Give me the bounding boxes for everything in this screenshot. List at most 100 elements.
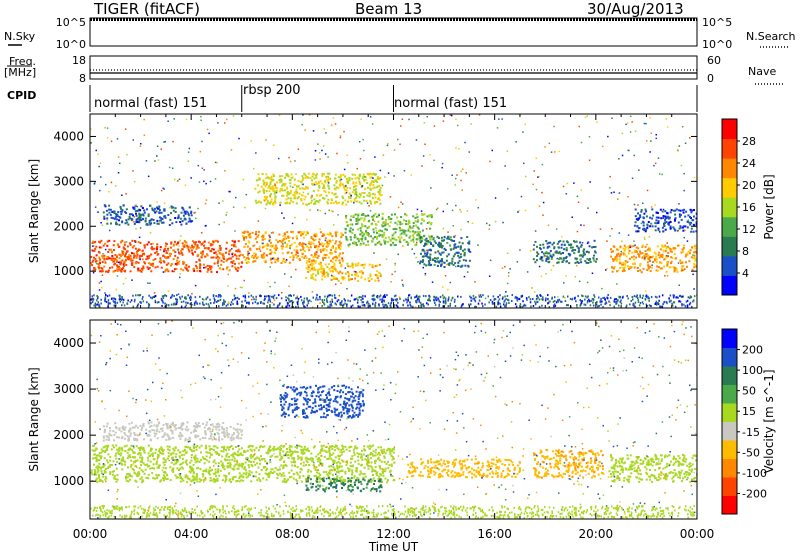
power-ground-cell <box>671 302 673 305</box>
power-ground-cell <box>187 294 189 297</box>
power-noise-cell <box>577 201 580 203</box>
power-cell <box>583 248 586 251</box>
power-cell <box>331 269 334 272</box>
power-cell <box>319 261 322 264</box>
power-ground-cell <box>331 300 334 303</box>
power-cell <box>381 234 384 237</box>
power-cell <box>173 240 176 243</box>
power-cell <box>418 235 421 238</box>
power-ground-cell <box>356 301 359 304</box>
power-cell <box>655 269 658 272</box>
power-cell <box>659 248 662 251</box>
power-noise-cell <box>104 292 106 294</box>
power-noise-cell <box>116 275 119 277</box>
power-cell <box>689 249 692 252</box>
power-cell <box>619 245 622 248</box>
power-cell <box>405 223 407 226</box>
power-ground-cell <box>646 304 649 307</box>
power-noise-cell <box>94 206 97 208</box>
velocity-cell <box>105 459 108 462</box>
power-cell <box>106 270 109 273</box>
velocity-cell <box>330 457 333 460</box>
velocity-cell <box>139 456 142 459</box>
power-cell <box>209 244 212 247</box>
power-cell <box>308 240 311 243</box>
power-noise-cell <box>278 114 281 117</box>
power-cell <box>263 255 266 258</box>
power-ground-cell <box>433 299 436 302</box>
power-cell <box>443 266 446 268</box>
power-noise-cell <box>531 287 533 289</box>
velocity-cell <box>102 465 105 468</box>
power-ground-cell <box>154 301 157 304</box>
power-cell <box>426 253 428 256</box>
power-cell <box>623 266 626 269</box>
power-cell <box>193 245 196 248</box>
power-cell <box>312 267 315 270</box>
power-cell <box>125 208 128 211</box>
power-noise-cell <box>228 302 230 304</box>
power-noise-cell <box>644 295 647 297</box>
power-cell <box>656 222 659 225</box>
power-cell <box>119 206 122 209</box>
power-cell <box>684 255 687 258</box>
velocity-cell <box>280 455 283 458</box>
power-cell <box>355 191 358 194</box>
power-ground-cell <box>323 299 326 302</box>
power-cell <box>174 268 176 271</box>
power-cell <box>346 262 349 265</box>
power-cell <box>376 178 379 180</box>
power-cell <box>419 241 422 244</box>
power-noise-cell <box>401 228 403 230</box>
velocity-cell <box>180 466 183 469</box>
power-cell <box>178 252 181 255</box>
power-cell <box>319 248 322 251</box>
power-cell <box>695 251 697 254</box>
power-cell <box>214 251 217 254</box>
power-cell <box>553 247 556 250</box>
power-cell <box>651 225 654 228</box>
velocity-cell <box>388 447 391 450</box>
velocity-cell <box>263 445 266 448</box>
power-cell <box>693 251 696 254</box>
power-ground-cell <box>267 301 269 304</box>
power-cell <box>378 263 381 266</box>
velocity-cell <box>100 472 103 475</box>
power-noise-cell <box>203 169 205 171</box>
power-noise-cell <box>399 143 401 145</box>
power-cell <box>325 175 328 178</box>
power-ground-cell <box>674 305 677 308</box>
power-noise-cell <box>187 151 190 153</box>
power-cell <box>360 213 363 216</box>
power-cell <box>545 251 548 254</box>
power-cell <box>364 225 367 228</box>
power-cell <box>407 223 409 226</box>
power-cell <box>331 192 334 195</box>
power-cell <box>686 226 689 229</box>
power-ground-cell <box>94 305 97 308</box>
power-cell <box>610 255 613 258</box>
power-cell <box>105 258 108 261</box>
power-cell <box>155 210 158 213</box>
power-noise-cell <box>609 235 611 237</box>
power-cell <box>125 263 128 266</box>
power-cell <box>353 185 356 188</box>
velocity-cell <box>374 448 377 451</box>
power-ground-cell <box>173 295 175 297</box>
power-cell <box>323 234 326 237</box>
power-cell <box>143 244 146 247</box>
velocity-cell <box>290 475 293 478</box>
power-cell <box>420 212 423 215</box>
power-ground-cell <box>378 303 380 306</box>
power-cell <box>315 233 318 236</box>
power-ground-cell <box>645 295 648 298</box>
velocity-cell <box>240 474 243 477</box>
power-cell <box>360 202 363 205</box>
power-cell <box>681 269 684 272</box>
power-cell <box>379 177 382 180</box>
power-feature-2 <box>241 230 345 265</box>
power-cell <box>263 181 266 184</box>
power-cell <box>175 243 178 246</box>
power-ground-cell <box>236 300 238 303</box>
power-cell <box>364 178 367 181</box>
